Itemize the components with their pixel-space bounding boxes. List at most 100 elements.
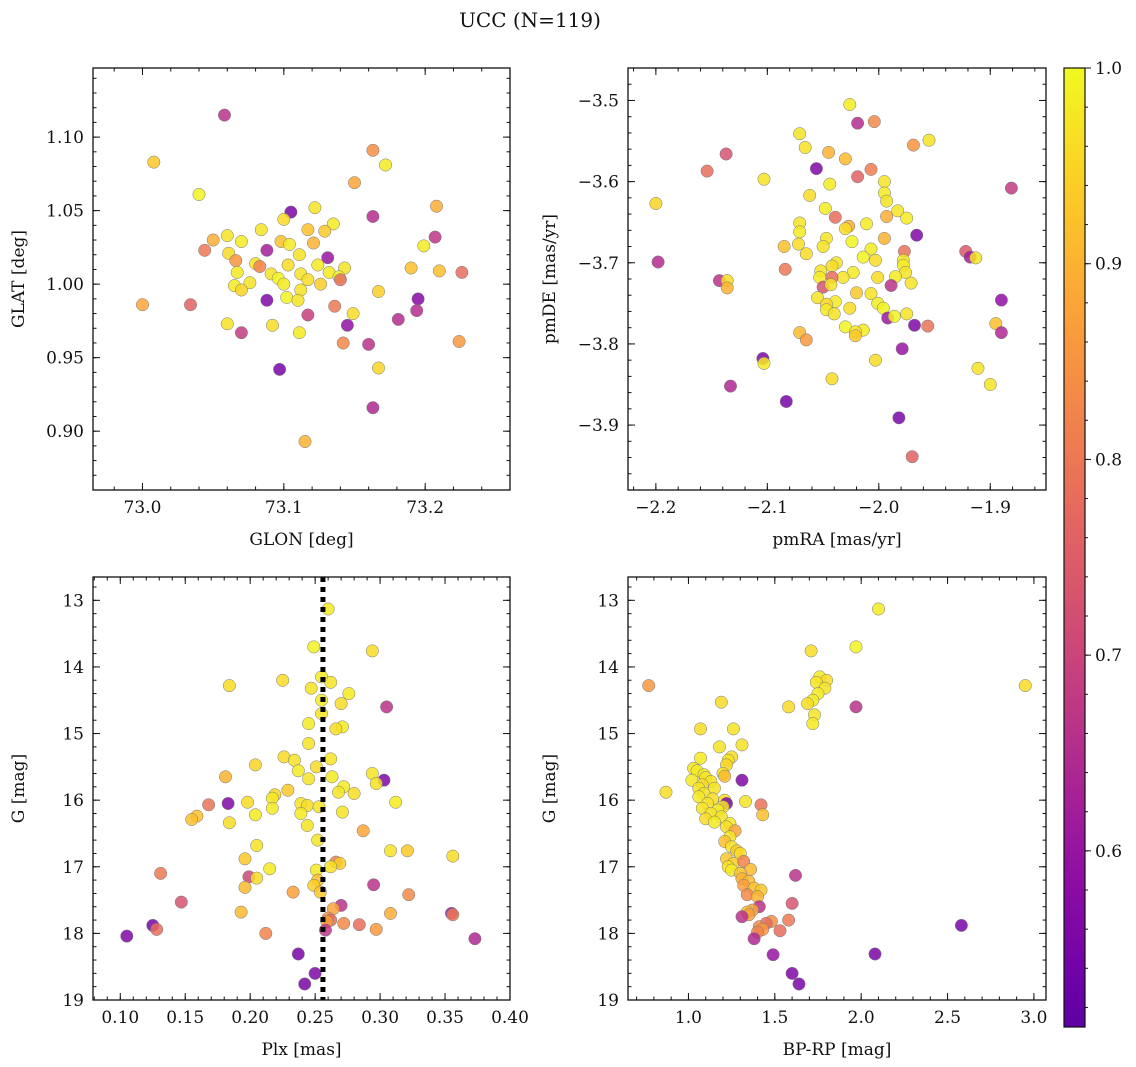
scatter-point xyxy=(346,307,360,321)
scatter-point xyxy=(735,738,749,752)
scatter-point xyxy=(366,143,380,157)
scatter-point xyxy=(739,795,752,808)
scatter-point xyxy=(851,116,865,130)
scatter-point xyxy=(220,317,234,331)
y-tick-label: 19 xyxy=(62,991,84,1011)
scatter-point xyxy=(782,913,796,927)
x-tick-label: 0.25 xyxy=(296,1008,334,1028)
scatter-point xyxy=(325,770,339,784)
scatter-point xyxy=(259,926,273,940)
scatter-point xyxy=(234,326,248,340)
scatter-point xyxy=(298,977,312,991)
scatter-point xyxy=(291,293,305,307)
scatter-point xyxy=(301,308,315,322)
scatter-point xyxy=(809,162,823,176)
scatter-point xyxy=(838,222,852,236)
scatter-point xyxy=(400,844,414,858)
scatter-point xyxy=(792,237,805,251)
scatter-point xyxy=(432,264,446,278)
x-axis-label: GLON [deg] xyxy=(249,530,353,550)
colorbar: 0.6 0.7 0.8 0.9 1.0 xyxy=(1063,59,1122,1028)
scatter-point xyxy=(314,277,328,291)
axes-frame xyxy=(92,67,511,491)
scatter-point xyxy=(367,878,381,892)
scatter-point xyxy=(220,229,234,243)
colorbar-tick-label: 1.0 xyxy=(1095,59,1122,79)
scatter-point xyxy=(281,783,295,797)
scatter-point xyxy=(446,908,460,922)
scatter-point xyxy=(307,236,320,250)
colorbar-ticks: 0.6 0.7 0.8 0.9 1.0 xyxy=(1085,59,1122,1008)
scatter-point xyxy=(273,362,287,376)
scatter-point xyxy=(230,265,244,279)
scatter-points xyxy=(120,602,482,991)
scatter-point xyxy=(334,697,348,711)
y-tick-label: 16 xyxy=(597,791,619,811)
y-axis-label: G [mag] xyxy=(9,754,29,823)
scatter-point xyxy=(380,700,394,714)
scatter-point xyxy=(384,906,397,920)
scatter-point xyxy=(880,210,894,223)
scatter-point xyxy=(905,450,919,464)
scatter-point xyxy=(366,401,380,415)
scatter-point xyxy=(281,258,295,272)
scatter-point xyxy=(340,318,354,332)
scatter-point xyxy=(921,319,935,333)
scatter-point xyxy=(1018,679,1032,693)
x-tick-label: −2.1 xyxy=(747,498,788,518)
scatter-point xyxy=(219,770,232,784)
y-tick-label: 13 xyxy=(597,591,619,611)
scatter-point xyxy=(308,966,322,980)
scatter-point xyxy=(301,223,315,237)
scatter-point xyxy=(302,737,316,750)
scatter-point xyxy=(649,197,663,210)
scatter-point xyxy=(348,176,361,190)
scatter-point xyxy=(369,922,383,936)
scatter-point xyxy=(238,880,252,894)
scatter-point xyxy=(766,948,780,962)
x-tick-label: 0.40 xyxy=(491,1008,529,1028)
scatter-point xyxy=(294,807,308,820)
scatter-point xyxy=(410,304,424,318)
scatter-point xyxy=(871,270,885,284)
scatter-point xyxy=(286,885,300,899)
scatter-point xyxy=(867,115,881,129)
scatter-point xyxy=(234,905,248,919)
scatter-point xyxy=(880,194,894,208)
scatter-point xyxy=(700,164,714,178)
scatter-point xyxy=(806,717,820,731)
scatter-point xyxy=(651,255,665,269)
y-tick-label: 0.90 xyxy=(46,422,84,442)
scatter-point xyxy=(248,808,262,822)
x-tick-label: 0.20 xyxy=(231,1008,269,1028)
scatter-point xyxy=(747,932,761,946)
scatter-point xyxy=(818,201,832,215)
scatter-point xyxy=(254,223,268,237)
scatter-point xyxy=(366,210,380,223)
scatter-point xyxy=(302,717,316,731)
scatter-point xyxy=(198,243,212,257)
y-axis-label: GLAT [deg] xyxy=(9,230,29,328)
scatter-point xyxy=(825,259,839,273)
scatter-point xyxy=(954,918,968,932)
y-tick-label: 0.95 xyxy=(46,349,84,369)
scatter-point xyxy=(253,260,267,273)
scatter-point xyxy=(718,769,732,783)
scatter-point xyxy=(174,895,188,909)
scatter-point xyxy=(324,752,338,766)
scatter-point xyxy=(120,929,134,943)
x-tick-label: 2.0 xyxy=(848,1008,875,1028)
scatter-point xyxy=(825,372,839,386)
scatter-point xyxy=(241,795,255,809)
scatter-point xyxy=(860,217,873,231)
y-tick-label: −3.9 xyxy=(578,416,619,436)
scatter-point xyxy=(147,155,161,169)
scatter-point xyxy=(922,133,936,147)
scatter-point xyxy=(326,217,340,231)
scatter-point xyxy=(777,240,791,253)
scatter-point xyxy=(869,353,882,367)
scatter-point xyxy=(971,361,985,375)
scatter-point xyxy=(411,292,425,306)
scatter-point xyxy=(362,337,376,351)
